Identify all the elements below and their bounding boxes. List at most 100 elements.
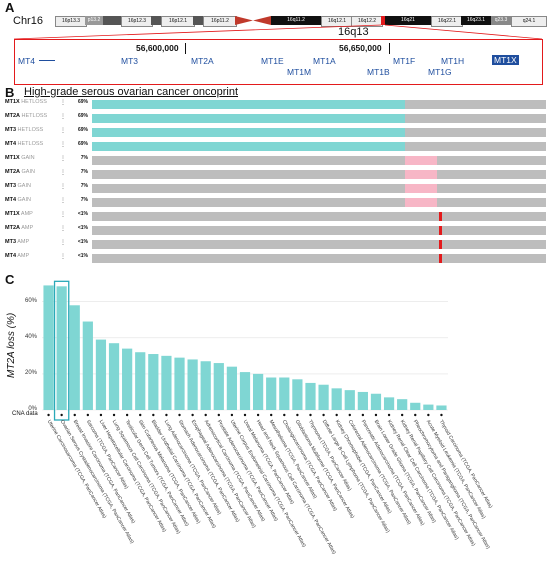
mt2a-loss-bar-chart xyxy=(42,280,448,421)
band-p12-2 xyxy=(151,16,161,25)
row-menu-icon[interactable]: ⋮ xyxy=(60,170,66,176)
bar xyxy=(82,321,93,410)
cna-marker xyxy=(400,413,404,417)
cna-marker xyxy=(309,413,312,417)
cna-marker xyxy=(374,413,378,417)
gain-fill xyxy=(405,156,438,165)
gene-mt2a: MT2A xyxy=(191,56,214,66)
hetloss-fill xyxy=(92,142,406,151)
bar xyxy=(279,377,290,410)
oncoprint-row: MT2A AMP ⋮ <1% xyxy=(0,225,550,235)
bar xyxy=(410,402,421,410)
bar xyxy=(397,399,408,410)
gain-fill xyxy=(405,184,438,193)
cna-marker xyxy=(86,413,90,417)
cna-marker xyxy=(256,413,260,417)
cna-data-label: CNA data xyxy=(12,411,38,417)
oncoprint-track xyxy=(92,226,546,235)
gene-mt1x: MT1X xyxy=(492,55,519,65)
cna-marker xyxy=(125,413,129,417)
bar xyxy=(95,339,107,410)
bar xyxy=(423,404,434,410)
oncoprint-track xyxy=(92,240,546,249)
cna-marker xyxy=(217,413,221,417)
oncoprint-pct: 7% xyxy=(80,169,88,175)
oncoprint-track xyxy=(92,212,546,221)
oncoprint-pct: 7% xyxy=(80,197,88,203)
hetloss-fill xyxy=(92,100,406,109)
y-tick-label: 40% xyxy=(24,333,37,340)
amp-fill xyxy=(438,212,442,221)
bar xyxy=(161,355,172,410)
oncoprint-gene-label: MT1X GAIN xyxy=(5,155,35,161)
cna-marker xyxy=(414,413,417,417)
band-p11-2-dark xyxy=(193,16,203,25)
oncoprint-gene-label: MT4 GAIN xyxy=(5,197,31,203)
coord-label-1: 56,600,000 xyxy=(136,43,179,53)
bar xyxy=(135,352,146,410)
cna-marker xyxy=(269,413,273,417)
gene-mt1h: MT1H xyxy=(441,56,465,66)
oncoprint-row: MT1X AMP ⋮ <1% xyxy=(0,211,550,221)
gene-mt1b: MT1B xyxy=(367,67,390,77)
bar xyxy=(305,382,316,410)
bar xyxy=(266,377,277,410)
bar xyxy=(370,393,382,410)
oncoprint-row: MT4 AMP ⋮ <1% xyxy=(0,253,550,263)
band-p13-1 xyxy=(103,16,121,25)
row-menu-icon[interactable]: ⋮ xyxy=(60,240,66,246)
cna-marker xyxy=(335,413,338,417)
bar xyxy=(108,343,120,410)
row-menu-icon[interactable]: ⋮ xyxy=(60,128,66,134)
row-menu-icon[interactable]: ⋮ xyxy=(60,142,66,148)
bar xyxy=(69,305,80,410)
bar xyxy=(383,397,395,410)
row-menu-icon[interactable]: ⋮ xyxy=(60,212,66,218)
oncoprint-row: MT3 GAIN ⋮ 7% xyxy=(0,183,550,193)
oncoprint-row: MT4 GAIN ⋮ 7% xyxy=(0,197,550,207)
oncoprint-track xyxy=(92,198,546,207)
bar xyxy=(436,405,447,410)
oncoprint-track xyxy=(92,254,546,263)
gene-mt4: MT4 xyxy=(18,56,35,66)
gene-mt1f: MT1F xyxy=(393,56,416,66)
cna-marker xyxy=(322,413,325,417)
panel-c-letter: C xyxy=(5,272,15,287)
cna-marker xyxy=(178,413,181,417)
chromosome-ideogram: 16p13.3 p13.2 16p12.3 16p12.1 16p11.2 16… xyxy=(55,16,547,27)
row-menu-icon[interactable]: ⋮ xyxy=(60,100,66,106)
gene-mt1m: MT1M xyxy=(287,67,312,77)
gene-mt1a: MT1A xyxy=(313,56,336,66)
cna-marker xyxy=(60,413,63,417)
bar xyxy=(148,354,159,410)
oncoprint: MT1X HETLOSS ⋮ 69% MT2A HETLOSS ⋮ 69% MT3 HETL… xyxy=(0,99,550,271)
highlight-box xyxy=(53,280,70,421)
oncoprint-gene-label: MT3 AMP xyxy=(5,239,30,245)
bar xyxy=(357,391,368,410)
oncoprint-pct: 69% xyxy=(77,141,88,147)
row-menu-icon[interactable]: ⋮ xyxy=(60,114,66,120)
row-menu-icon[interactable]: ⋮ xyxy=(60,184,66,190)
row-menu-icon[interactable]: ⋮ xyxy=(60,226,66,232)
oncoprint-track xyxy=(92,142,546,151)
cna-marker xyxy=(99,413,103,417)
bar xyxy=(252,373,264,410)
bar xyxy=(43,285,54,410)
oncoprint-row: MT3 AMP ⋮ <1% xyxy=(0,239,550,249)
oncoprint-row: MT3 HETLOSS ⋮ 69% xyxy=(0,127,550,137)
row-menu-icon[interactable]: ⋮ xyxy=(60,254,66,260)
oncoprint-row: MT2A HETLOSS ⋮ 69% xyxy=(0,113,550,123)
panel-a-letter: A xyxy=(5,0,15,15)
bar xyxy=(187,359,198,410)
row-menu-icon[interactable]: ⋮ xyxy=(60,198,66,204)
gene-mt3: MT3 xyxy=(121,56,138,66)
oncoprint-pct: <1% xyxy=(77,225,88,231)
panel-b-letter: B xyxy=(5,85,15,100)
coord-tick-2 xyxy=(389,43,390,54)
oncoprint-gene-label: MT3 GAIN xyxy=(5,183,31,189)
cna-marker xyxy=(73,413,76,417)
oncoprint-row: MT1X HETLOSS ⋮ 69% xyxy=(0,99,550,109)
row-menu-icon[interactable]: ⋮ xyxy=(60,156,66,162)
cna-marker xyxy=(191,413,194,417)
y-tick-label: 60% xyxy=(24,297,37,304)
